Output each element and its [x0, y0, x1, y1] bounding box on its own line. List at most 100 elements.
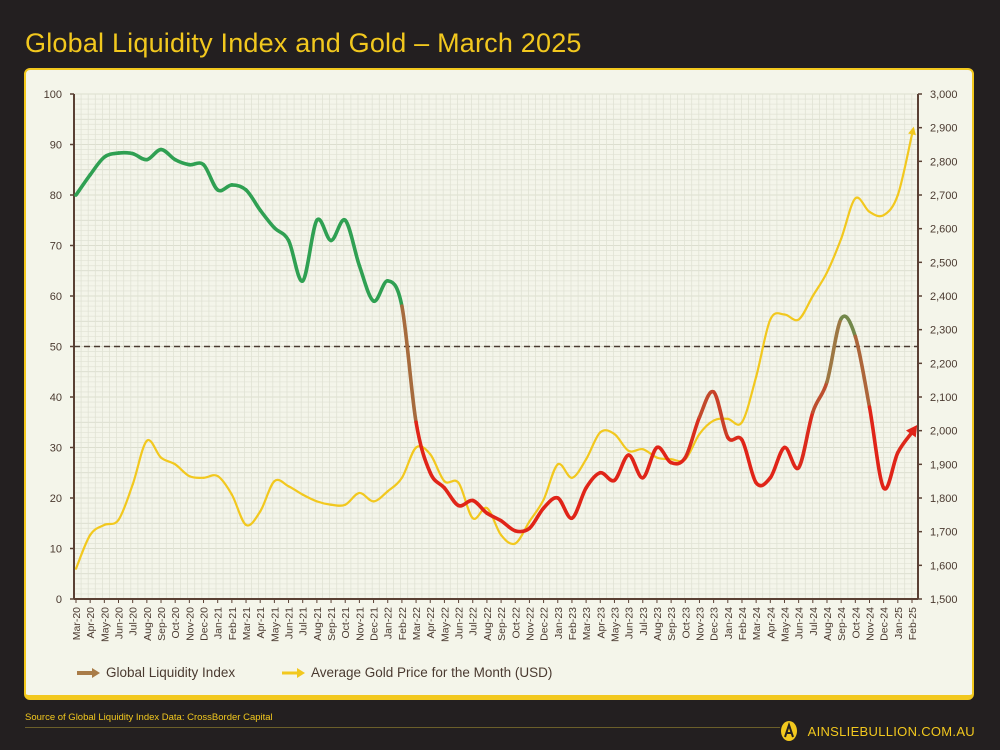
y2-tick-label: 2,800 — [930, 156, 958, 168]
x-tick-label: Jan-25 — [893, 607, 905, 639]
x-tick-label: Jan-23 — [553, 607, 565, 639]
x-tick-label: Nov-24 — [864, 607, 876, 641]
gold-line-segment — [797, 294, 814, 321]
y-tick-label: 100 — [44, 89, 62, 101]
gold-line-segment — [344, 491, 361, 506]
gold-line-segment — [613, 432, 630, 452]
y2-tick-label: 2,700 — [930, 190, 958, 202]
x-tick-label: Nov-23 — [694, 607, 706, 641]
gli-line-segment — [754, 476, 773, 488]
gli-line-segment — [343, 218, 362, 268]
gold-line-segment — [117, 483, 134, 521]
y-tick-label: 0 — [56, 594, 62, 606]
x-tick-label: May-21 — [269, 607, 281, 642]
y2-tick-label: 1,800 — [930, 493, 958, 505]
gli-line-segment — [499, 518, 518, 533]
gli-line-segment — [881, 450, 900, 491]
chart-card — [24, 68, 974, 700]
x-tick-label: Mar-20 — [71, 607, 83, 640]
brand[interactable]: AINSLIEBULLION.COM.AU — [780, 720, 975, 742]
gold-line-segment — [499, 533, 517, 546]
y2-tick-label: 2,300 — [930, 325, 958, 337]
y2-tick-label: 2,500 — [930, 257, 958, 269]
x-tick-label: Oct-21 — [340, 607, 352, 639]
gli-line-segment — [867, 405, 886, 490]
x-tick-label: Jan-24 — [723, 607, 735, 639]
gold-line-segment — [202, 474, 219, 479]
x-tick-label: Sep-20 — [156, 607, 168, 641]
x-tick-label: Apr-22 — [425, 607, 437, 639]
x-tick-label: Jul-22 — [468, 607, 480, 636]
gold-line-segment — [556, 462, 574, 479]
x-tick-label: Mar-22 — [411, 607, 423, 640]
gold-line-segment — [811, 271, 829, 298]
x-tick-label: Jul-21 — [298, 607, 310, 636]
gli-line-segment — [598, 470, 617, 483]
gold-line-segment — [301, 493, 318, 503]
x-tick-label: Nov-20 — [184, 607, 196, 641]
gold-line-segment — [159, 456, 177, 466]
x-tick-label: Aug-21 — [312, 607, 324, 641]
gli-line-segment — [570, 486, 588, 520]
gold-line-segment — [840, 197, 857, 240]
gold-line-segment — [89, 523, 106, 537]
gold-line-segment — [641, 448, 659, 459]
gli-line-segment — [711, 390, 730, 440]
gold-line-segment — [315, 500, 333, 506]
y-tick-label: 50 — [50, 342, 62, 354]
x-tick-label: Apr-24 — [765, 607, 777, 639]
x-tick-label: Sep-23 — [666, 607, 678, 641]
x-tick-label: Aug-22 — [482, 607, 494, 641]
gold-line-segment — [698, 419, 715, 436]
gold-line-segment — [273, 478, 290, 488]
gold-line-segment — [287, 485, 304, 496]
x-tick-label: Aug-20 — [142, 607, 154, 641]
gli-line-segment — [414, 420, 433, 475]
gold-line-segment — [755, 318, 772, 378]
gold-line-segment — [882, 193, 899, 217]
x-tick-label: May-23 — [609, 607, 621, 642]
x-tick-label: Jul-20 — [128, 607, 140, 636]
gold-line-segment — [145, 438, 163, 459]
gold-line-segment — [783, 313, 800, 322]
y2-tick-label: 1,500 — [930, 594, 958, 606]
y2-tick-label: 1,600 — [930, 560, 958, 572]
gold-line-segment — [599, 429, 616, 436]
x-tick-label: Jun-22 — [454, 607, 466, 639]
y-tick-label: 40 — [50, 392, 62, 404]
x-tick-label: Dec-23 — [709, 607, 721, 641]
gold-line-segment — [74, 533, 92, 570]
y-tick-label: 70 — [50, 241, 62, 253]
gli-line-segment — [428, 470, 447, 490]
legend-item-gold: Average Gold Price for the Month (USD) — [281, 665, 552, 680]
x-tick-label: May-20 — [99, 607, 111, 642]
x-tick-label: Sep-21 — [326, 607, 338, 641]
x-tick-label: May-22 — [439, 607, 451, 642]
gold-line-segment — [131, 439, 148, 486]
gli-line-segment — [811, 380, 829, 414]
gold-line-segment — [372, 490, 389, 503]
gli-line-segment — [300, 218, 319, 283]
gli-arrowhead — [905, 424, 918, 438]
x-tick-label: Jun-23 — [624, 607, 636, 639]
page-title: Global Liquidity Index and Gold – March … — [25, 28, 582, 58]
gold-line-segment — [868, 210, 885, 218]
gli-line-segment — [513, 526, 532, 534]
legend-label-gli: Global Liquidity Index — [106, 665, 236, 680]
x-tick-label: Feb-23 — [567, 607, 579, 640]
x-tick-label: Oct-20 — [170, 607, 182, 639]
brand-url[interactable]: AINSLIEBULLION.COM.AU — [807, 723, 975, 739]
y2-tick-label: 1,900 — [930, 459, 958, 471]
x-tick-label: Dec-21 — [369, 607, 381, 641]
gli-line-segment — [230, 183, 248, 192]
gold-line-segment — [443, 479, 460, 484]
gli-line-segment — [853, 334, 872, 409]
gli-line-segment — [244, 188, 263, 212]
x-tick-label: Feb-22 — [397, 607, 409, 640]
gli-line-segment — [385, 279, 404, 308]
legend-label-gold: Average Gold Price for the Month (USD) — [311, 665, 553, 680]
gli-line-segment — [839, 314, 858, 339]
x-tick-label: Jun-21 — [284, 607, 296, 639]
x-tick-label: Oct-22 — [510, 607, 522, 639]
